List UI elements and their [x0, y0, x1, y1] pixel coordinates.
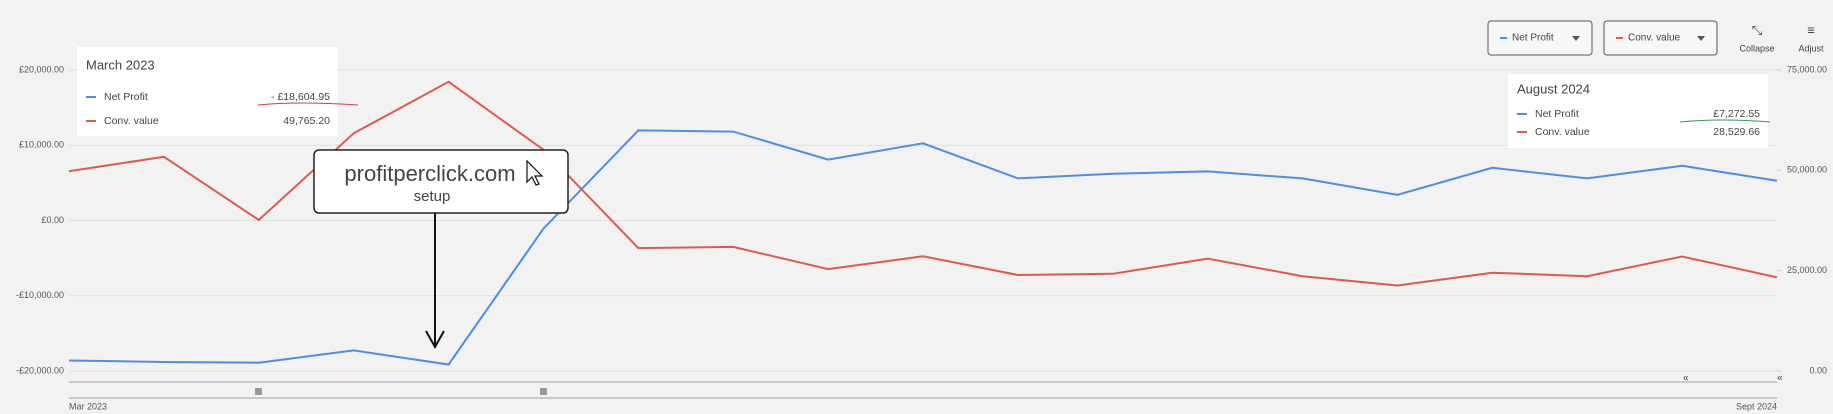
y2-tick-label: 50,000.00	[1787, 165, 1827, 175]
scroll-arrow[interactable]: «	[1777, 373, 1783, 384]
tooltip	[77, 47, 338, 136]
dropdown-caret	[1697, 36, 1705, 41]
series-line	[68, 80, 1778, 287]
tooltip-name: Net Profit	[104, 91, 148, 103]
annotation-box	[313, 149, 569, 214]
tooltip-underline	[257, 102, 359, 106]
series-line	[68, 129, 1778, 366]
scroll-handle[interactable]	[540, 388, 547, 395]
x-tick-label: Mar 2023	[69, 401, 107, 411]
cursor	[526, 159, 544, 186]
y-tick-label: £20,000.00	[19, 64, 64, 74]
tooltip-name: Conv. value	[104, 115, 159, 127]
x-tick-label: Sept 2024	[1736, 401, 1777, 411]
dropdown-caret	[1572, 36, 1580, 41]
y-tick-label: £0.00	[41, 215, 64, 225]
legend-label: Net Profit	[1512, 33, 1554, 44]
tooltip-value: - £18,604.95	[271, 91, 330, 103]
tooltip-title: August 2024	[1517, 81, 1590, 96]
legend-dropdown[interactable]	[1603, 20, 1718, 56]
control-icon: ≡	[1807, 22, 1815, 37]
control-label[interactable]: Collapse	[1739, 43, 1774, 53]
control-icon: ⤡	[1752, 22, 1763, 37]
y2-tick-label: 25,000.00	[1787, 265, 1827, 275]
y-tick-label: £10,000.00	[19, 140, 64, 150]
annotation-subtitle: setup	[414, 188, 451, 205]
legend-dropdown[interactable]	[1487, 20, 1593, 56]
tooltip-title: March 2023	[86, 57, 155, 72]
y-tick-label: -£20,000.00	[16, 365, 64, 375]
scroll-arrow[interactable]: «	[1683, 373, 1689, 384]
legend-label: Conv. value	[1628, 33, 1681, 44]
tooltip-underline	[1679, 119, 1771, 123]
tooltip-value: 28,529.66	[1713, 126, 1760, 138]
control-label[interactable]: Adjust	[1798, 43, 1824, 53]
tooltip	[1508, 74, 1768, 148]
y2-tick-label: 0.00	[1809, 365, 1827, 375]
tooltip-name: Net Profit	[1535, 108, 1579, 120]
tooltip-value: £7,272.55	[1713, 108, 1760, 120]
tooltip-value: 49,765.20	[283, 115, 330, 127]
scroll-handle[interactable]	[255, 388, 262, 395]
annotation-title: profitperclick.com	[344, 161, 515, 186]
y2-tick-label: 75,000.00	[1787, 64, 1827, 74]
annotation-arrowhead	[425, 330, 445, 350]
tooltip-name: Conv. value	[1535, 126, 1590, 138]
y-tick-label: -£10,000.00	[16, 290, 64, 300]
